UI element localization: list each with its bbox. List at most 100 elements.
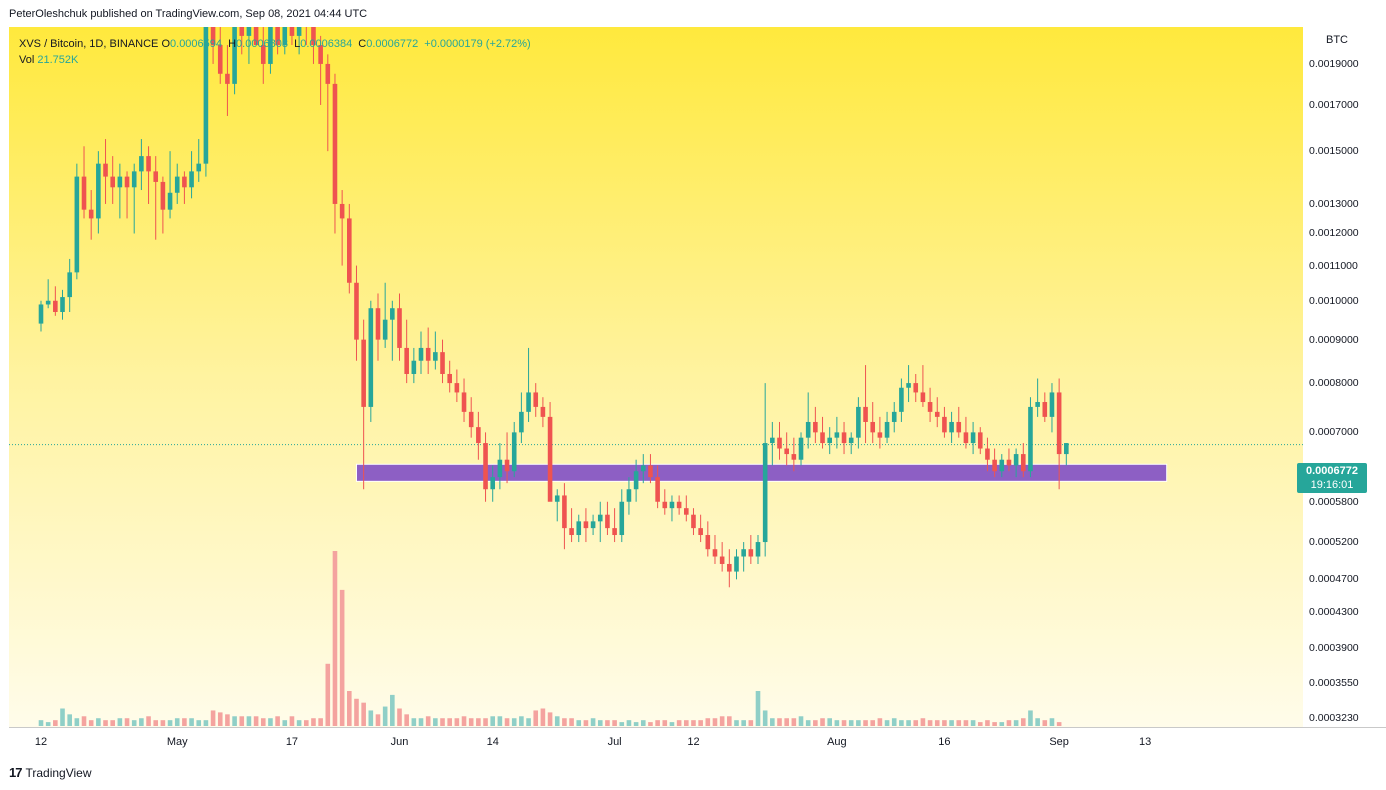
candle-body — [296, 27, 302, 36]
volume-bar — [597, 720, 603, 726]
volume-bar — [619, 722, 625, 726]
price-tick-label: 0.0003230 — [1309, 711, 1359, 724]
volume-bar — [605, 720, 610, 726]
chart-pane[interactable] — [9, 27, 1304, 727]
candlestick-chart[interactable] — [9, 27, 1303, 727]
candle-body — [841, 432, 847, 444]
volume-bar — [440, 718, 445, 726]
volume-bar — [303, 720, 309, 726]
candle-body — [454, 383, 460, 393]
volume-bar — [777, 718, 782, 726]
candle-body — [339, 203, 345, 219]
candle-body — [375, 308, 381, 340]
price-axis[interactable]: 0.0019000 0.0017000 0.0015000 0.0013000 0.00… — [1303, 27, 1386, 727]
candle-body — [153, 171, 159, 182]
volume-bar — [963, 720, 969, 726]
volume-bar — [497, 716, 503, 726]
candle-body — [934, 411, 940, 417]
candle-body — [798, 437, 804, 460]
candle-body — [1020, 454, 1026, 472]
volume-bar — [899, 720, 904, 726]
candle-body — [712, 549, 718, 557]
candle-body — [669, 501, 675, 509]
volume-bar — [927, 720, 933, 726]
legend-symbol[interactable]: XVS / Bitcoin, 1D, BINANCE — [19, 38, 159, 50]
time-tick-label: 12 — [687, 736, 700, 748]
currency-label: BTC — [1324, 34, 1350, 46]
volume-bar — [311, 718, 316, 726]
legend-low-key: L — [294, 38, 301, 50]
candle-body — [368, 308, 374, 407]
candle-body — [913, 383, 919, 393]
volume-bar — [368, 710, 374, 726]
candle-body — [131, 171, 137, 188]
candle-body — [590, 521, 596, 529]
price-tick-label: 0.0019000 — [1309, 57, 1359, 70]
candle-body — [684, 508, 689, 515]
volume-bar — [74, 718, 80, 726]
volume-bar — [798, 716, 804, 726]
candle-body — [110, 176, 115, 188]
candle-body — [554, 495, 560, 502]
price-tick-label: 0.0004700 — [1309, 573, 1359, 586]
candle-body — [311, 27, 316, 46]
legend-change: +0.0000179 (+2.72%) — [424, 38, 531, 50]
candle-body — [698, 528, 703, 536]
candle-body — [870, 421, 876, 433]
volume-bar — [246, 716, 252, 726]
candle-body — [791, 454, 797, 460]
candle-body — [949, 421, 954, 433]
volume-bar — [741, 720, 746, 726]
candle-body — [382, 319, 388, 340]
time-tick-label: May — [166, 736, 188, 748]
candle-body — [970, 432, 976, 444]
candle-body — [103, 163, 108, 177]
candle-body — [404, 347, 409, 374]
volume-bar — [920, 718, 926, 726]
price-tick-label: 0.0009000 — [1309, 333, 1359, 346]
legend-high-key: H — [228, 38, 237, 50]
candle-body — [354, 282, 359, 340]
volume-bar — [791, 718, 797, 726]
candle-body — [1013, 454, 1019, 466]
candle-body — [225, 73, 230, 84]
candle-body — [167, 192, 173, 210]
candle-body — [820, 432, 825, 444]
candle-body — [985, 448, 990, 460]
candle-body — [440, 352, 445, 374]
candle-body — [648, 465, 653, 478]
candle-body — [963, 432, 969, 444]
volume-bar — [712, 718, 718, 726]
volume-bar — [131, 720, 137, 726]
candle-body — [260, 45, 266, 64]
volume-bar — [275, 716, 280, 726]
volume-bar — [382, 706, 388, 726]
volume-bar — [103, 720, 108, 726]
candle-body — [196, 163, 202, 172]
candle-body — [856, 406, 861, 438]
price-tick-label: 0.0003900 — [1309, 642, 1359, 655]
time-axis[interactable]: 12 May 17 Jun 14 Jul 12 Aug 16 Sep 13 — [9, 727, 1303, 755]
legend-open: 0.0006594 — [170, 38, 223, 50]
tradingview-logo[interactable]: 17 TradingView — [9, 765, 92, 780]
volume-bar — [562, 718, 567, 726]
candle-body — [117, 176, 123, 188]
last-price-value: 0.0006772 — [1306, 465, 1358, 477]
candle-body — [1028, 406, 1033, 472]
candle-body — [174, 176, 180, 193]
volume-bar — [468, 718, 474, 726]
volume-bar — [318, 718, 323, 726]
volume-bar — [805, 720, 811, 726]
volume-bar — [174, 718, 180, 726]
volume-bar — [124, 718, 130, 726]
volume-bar — [260, 718, 266, 726]
candle-body — [734, 556, 739, 572]
volume-bar — [834, 720, 840, 726]
candle-body — [540, 406, 546, 417]
volume-bar — [117, 718, 123, 726]
volume-bar — [748, 720, 754, 726]
volume-bar — [476, 718, 481, 726]
candle-body — [755, 542, 761, 557]
volume-bar — [1049, 718, 1055, 726]
volume-bar — [705, 718, 711, 726]
